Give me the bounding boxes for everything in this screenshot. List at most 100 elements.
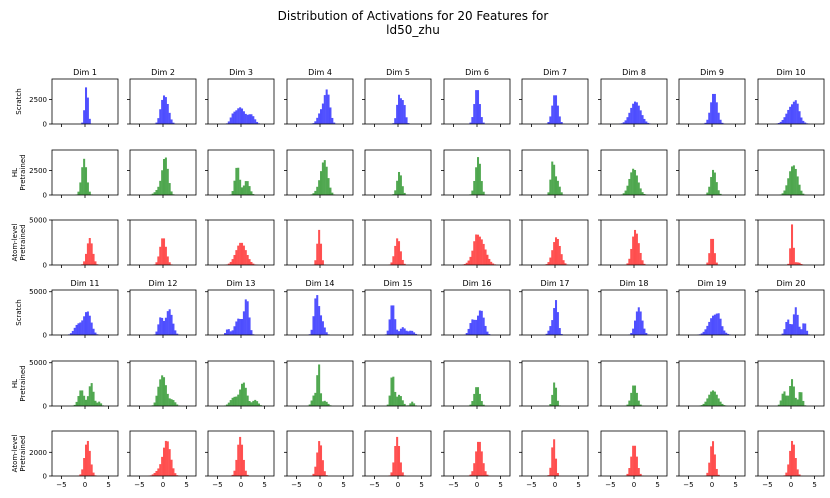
y-tick-label: 2500 [29,96,47,104]
y-tick-label: 0 [43,403,47,411]
y-tick-label: 0 [43,332,47,340]
histogram-bar [480,239,483,265]
histogram-bar [170,119,173,124]
panel-r5-c9 [676,360,746,409]
histogram-bar [316,117,319,124]
panel-title: Dim 12 [149,279,178,288]
histogram-bar [478,441,481,476]
panel-r3-c7 [519,219,589,268]
histogram-bar [166,311,169,335]
x-tick-label: 0 [710,481,714,489]
x-tick-label: 5 [812,481,816,489]
histogram-bar [467,260,470,265]
histogram-bar [478,104,481,124]
panel-title: Dim 19 [698,279,727,288]
histogram-bar [153,472,156,476]
panel-r3-c6 [441,219,511,268]
histogram-bar [471,190,474,195]
histogram-bar [710,238,713,265]
histogram-bar [398,171,401,195]
histogram-bar [248,317,251,335]
histogram-bar [409,330,412,335]
histogram-bar [634,320,637,335]
histogram-bar [401,259,404,265]
histogram-bar [484,249,487,265]
x-tick-label: 0 [789,481,793,489]
histogram-bar [704,122,707,124]
histogram-bar [635,102,638,124]
x-tick-label: 0 [318,481,322,489]
histogram-bar [796,314,799,335]
histogram-bar [802,193,805,195]
histogram-bar [157,468,160,476]
histogram-bar [486,254,489,265]
histogram-bar [721,403,724,406]
x-tick-label: 5 [419,481,423,489]
histogram-bar [244,299,247,335]
histogram-bar [555,458,558,476]
histogram-bar [229,261,232,265]
histogram-bar [800,263,803,265]
panel-title: Dim 11 [71,279,100,288]
histogram-bar [700,333,703,335]
histogram-bar [314,190,317,195]
histogram-bar [789,450,792,476]
histogram-bar [155,395,158,406]
histogram-bar [796,262,799,265]
histogram-bar [465,333,468,335]
histogram-bar [176,475,179,476]
histogram-bar [231,474,234,476]
panel-r6-c6: −5 0 5 [441,430,511,489]
histogram-bar [553,242,556,265]
histogram-bar [632,445,635,476]
panel-r1-c5: Dim 5 [362,68,432,127]
histogram-bar [480,401,483,406]
panel-title: Dim 16 [463,279,492,288]
y-tick-label: 2500 [29,167,47,175]
panel-r5-c3 [205,360,275,409]
row-label-line: Scratch [15,88,23,115]
histogram-bar [480,451,483,476]
x-tick-label: −5 [448,481,458,489]
histogram-bar [170,399,173,406]
histogram-bar [151,193,154,195]
histogram-bar [708,462,711,476]
histogram-bar [796,469,799,476]
panel-r4-c10: Dim 20 [755,279,825,338]
histogram-bar [77,396,80,406]
histogram-bar [641,260,644,265]
panel-title: Dim 4 [308,68,332,77]
y-tick-label: 5000 [29,359,47,367]
histogram-bar [626,404,629,406]
x-tick-label: 5 [576,481,580,489]
histogram-bar [549,467,552,476]
histogram-bar [159,379,162,406]
histogram-bar [159,109,162,124]
x-tick-label: 0 [396,481,400,489]
histogram-bar [558,116,561,124]
histogram-bar [176,333,179,335]
panel-r1-c8: Dim 8 [598,68,668,127]
row-label-line: Atom-level [11,435,19,473]
histogram-bar [702,403,705,406]
histogram-bar [409,403,412,406]
histogram-bar [227,263,230,265]
histogram-bar [159,317,162,335]
histogram-bar [225,404,228,406]
histogram-bar [321,260,324,265]
row-label-line: Scratch [15,299,23,326]
histogram-bar [802,120,805,124]
histogram-bar [478,393,481,406]
histogram-bar [69,333,72,335]
histogram-bar [321,321,324,335]
histogram-bar [798,392,801,406]
histogram-bar [471,401,474,406]
histogram-bar [92,391,95,406]
panel-r3-c2 [127,219,197,268]
histogram-bar [168,398,171,406]
histogram-bar [712,390,715,406]
histogram-bar [241,383,244,406]
histogram-bar [403,105,406,124]
histogram-bar [551,320,554,335]
histogram-bar [172,400,175,406]
